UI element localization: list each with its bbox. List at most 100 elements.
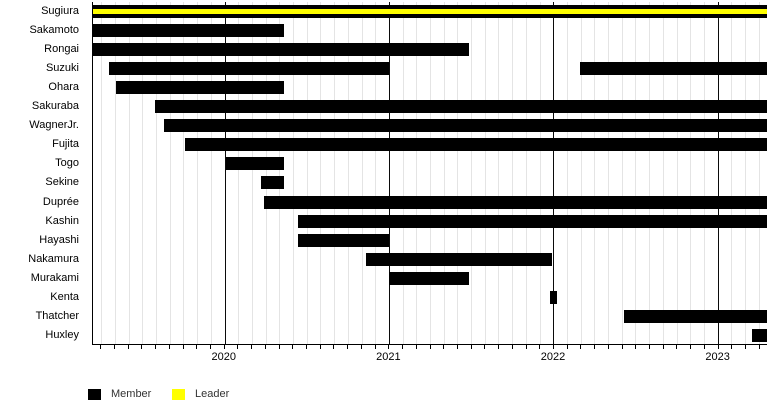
plot-area: [92, 2, 767, 345]
row-label: WagnerJr.: [29, 119, 79, 132]
member-period-bar: [365, 252, 552, 266]
month-gridline: [210, 2, 212, 344]
year-gridline: [717, 2, 719, 344]
year-gridline: [553, 2, 555, 344]
axis-tick: [223, 345, 225, 349]
axis-tick: [415, 345, 417, 349]
month-gridline: [566, 2, 568, 344]
axis-tick: [264, 345, 266, 349]
year-gridline: [224, 2, 226, 344]
leader-legend-label: Leader: [195, 388, 230, 400]
month-gridline: [169, 2, 171, 344]
axis-tick: [745, 345, 747, 349]
axis-tick: [566, 345, 568, 349]
axis-tick: [319, 345, 321, 349]
member-period-bar: [93, 43, 470, 57]
axis-tick: [456, 345, 458, 349]
member-period-bar: [260, 176, 284, 190]
month-gridline: [498, 2, 500, 344]
month-gridline: [114, 2, 116, 344]
member-period-bar: [93, 24, 284, 38]
year-label: 2023: [705, 351, 730, 363]
month-gridline: [676, 2, 678, 344]
legend: Member Leader: [0, 383, 780, 405]
member-period-bar: [298, 214, 767, 228]
month-gridline: [101, 2, 103, 344]
axis-tick: [209, 345, 211, 349]
row-label: Ohara: [48, 81, 79, 94]
month-gridline: [745, 2, 747, 344]
row-label: Kashin: [45, 214, 79, 227]
month-gridline: [703, 2, 705, 344]
axis-tick: [182, 345, 184, 349]
axis-tick: [621, 345, 623, 349]
row-label: Murakami: [30, 271, 79, 284]
member-legend-label: Member: [111, 388, 152, 400]
member-period-bar: [623, 309, 767, 323]
member-period-bar: [550, 290, 557, 304]
row-label: Rongai: [44, 43, 79, 56]
axis-tick: [347, 345, 349, 349]
month-gridline: [156, 2, 158, 344]
axis-tick: [237, 345, 239, 349]
month-gridline: [662, 2, 664, 344]
member-period-bar: [579, 62, 767, 76]
month-gridline: [293, 2, 294, 344]
month-gridline: [580, 2, 582, 344]
month-gridline: [621, 2, 623, 344]
month-gridline: [443, 2, 445, 344]
year-label: 2021: [376, 351, 401, 363]
axis-tick: [484, 345, 486, 349]
row-labels: Sugiura Sakamoto Rongai Suzuki Ohara Sakuraba…: [0, 2, 86, 345]
axis-tick: [360, 345, 362, 349]
month-gridline: [238, 2, 240, 344]
month-gridline: [608, 2, 610, 344]
member-legend-swatch: [88, 389, 101, 400]
month-gridline: [183, 2, 185, 344]
axis-tick: [402, 345, 404, 349]
month-gridline: [375, 2, 377, 344]
month-gridline: [731, 2, 733, 344]
axis-tick: [731, 345, 733, 349]
member-period-bar: [116, 81, 284, 95]
axis-tick: [690, 345, 692, 349]
row-label: Sugiura: [41, 5, 79, 17]
member-period-bar: [388, 271, 470, 285]
axis-tick: [498, 345, 500, 349]
axis-tick: [717, 345, 719, 349]
month-gridline: [690, 2, 692, 344]
row-label: Togo: [55, 157, 79, 170]
month-gridline: [649, 2, 651, 344]
axis-tick: [113, 345, 115, 349]
axis-tick: [127, 345, 129, 349]
x-axis-ticks: [92, 345, 767, 350]
row-label: Suzuki: [45, 62, 79, 75]
axis-tick: [100, 345, 102, 349]
axis-tick: [539, 345, 541, 349]
month-gridline: [334, 2, 336, 344]
row-label: Kenta: [50, 290, 79, 303]
member-period-bar: [163, 119, 767, 133]
month-gridline: [416, 2, 418, 344]
axis-tick: [141, 345, 143, 349]
month-gridline: [512, 2, 514, 344]
month-gridline: [347, 2, 349, 344]
row-label: Sekine: [45, 176, 79, 189]
month-gridline: [251, 2, 253, 344]
year-label: 2022: [540, 351, 566, 363]
member-period-bar: [155, 100, 767, 114]
row-label: Hayashi: [39, 233, 79, 246]
leader-legend-swatch: [172, 389, 185, 400]
member-period-bar: [263, 195, 767, 209]
row-label: Fujita: [52, 138, 79, 151]
axis-tick: [278, 345, 280, 349]
axis-tick: [429, 345, 431, 349]
month-gridline: [635, 2, 637, 344]
month-gridline: [484, 2, 486, 344]
month-gridline: [430, 2, 431, 344]
axis-tick: [168, 345, 170, 349]
month-gridline: [402, 2, 404, 344]
axis-tick: [511, 345, 513, 349]
month-gridline: [594, 2, 596, 344]
